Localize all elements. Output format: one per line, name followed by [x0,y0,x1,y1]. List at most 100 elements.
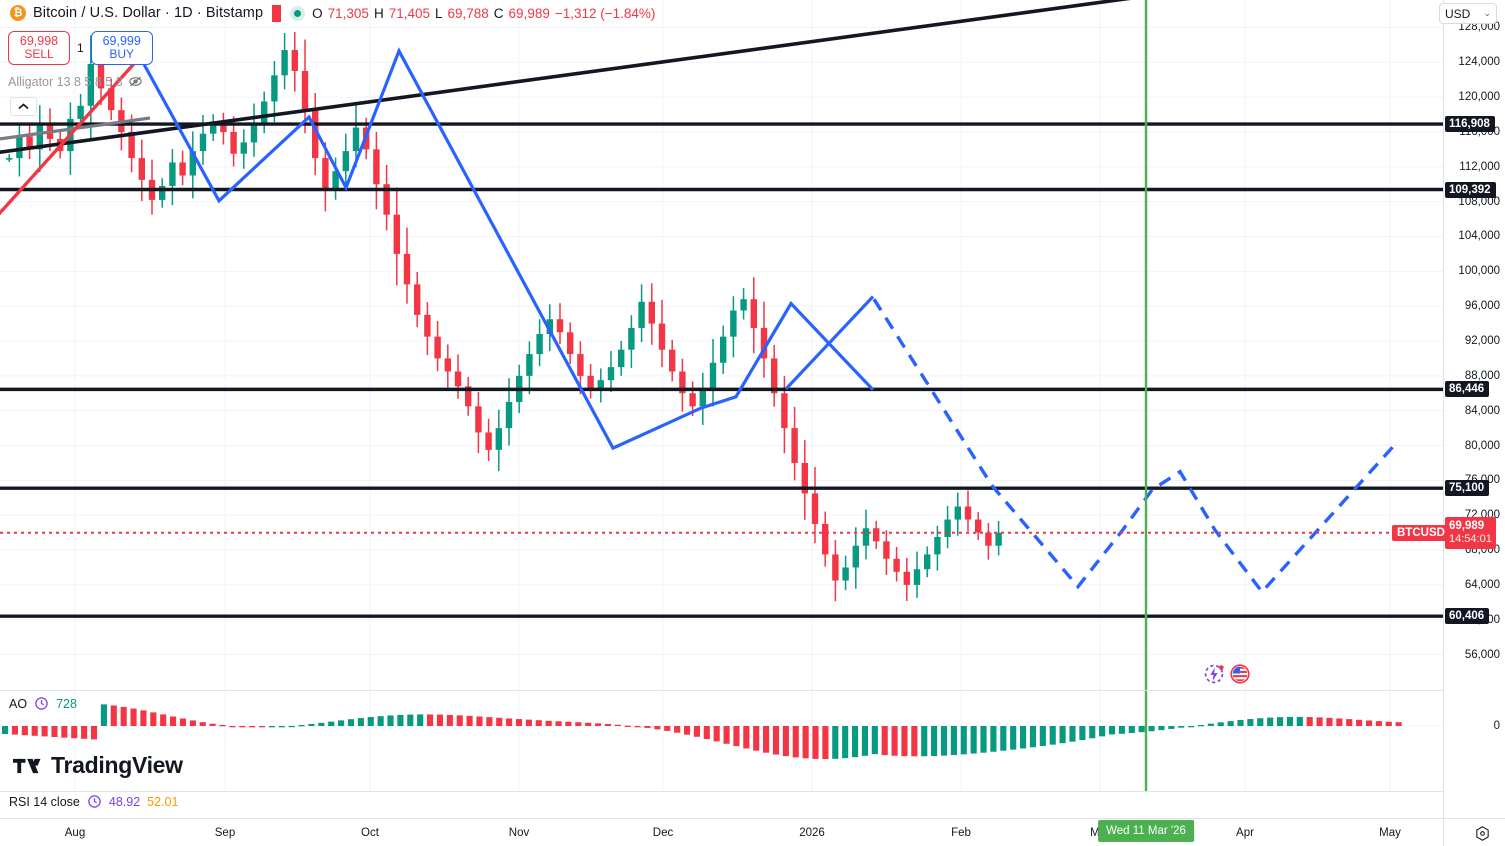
ao-bar [782,726,789,757]
ao-pane[interactable] [0,691,1443,791]
ohlc-change: −1,312 (−1.84%) [554,5,656,21]
collapse-legend-button[interactable] [10,97,37,116]
candle-body [189,151,196,176]
crosshair-date-badge: Wed 11 Mar '26 [1098,820,1194,842]
rsi-pane[interactable] [0,792,1443,818]
forecast-projection-line[interactable] [872,298,1400,595]
sync-icon[interactable] [87,794,102,809]
ao-bar [130,708,137,726]
zigzag-trendline[interactable] [138,47,875,451]
candle-body [893,558,900,572]
candle-style-icon[interactable] [272,4,282,22]
ohlc-l-key: L [434,5,443,21]
ao-bar [239,726,246,728]
ao-bar [644,726,651,728]
ao-bar [1346,719,1353,726]
order-quantity[interactable]: 1 [77,41,84,55]
price-axis-tick: 88,000 [1464,369,1500,382]
candle-body [383,184,390,215]
rsi-legend[interactable]: RSI 14 close 48.92 52.01 [9,794,178,809]
candle-body [975,519,982,533]
price-axis-tick: 124,000 [1458,56,1500,69]
ao-bar [436,714,444,726]
zigzag-trendline[interactable] [784,295,875,391]
time-axis[interactable]: AugSepOctNovDec2026FebMarAprMayWed 11 Ma… [0,818,1505,846]
ao-bar [476,716,483,726]
ao-bar [387,715,394,726]
ao-bar [1217,722,1224,726]
reaction-icons[interactable] [1203,663,1251,685]
candle-body [720,336,727,363]
price-level-badge[interactable]: 109,392 [1445,181,1496,198]
buy-button[interactable]: 69,999 BUY [90,31,153,65]
candle-body [301,70,309,111]
price-level-badge[interactable]: 86,446 [1445,381,1490,398]
candle-body [414,284,421,315]
target-icon[interactable] [1474,825,1491,842]
price-axis-tick: 56,000 [1464,648,1500,661]
symbol-price-tag: BTCUSD [1392,524,1450,541]
candle-body [128,131,135,159]
candle-body [903,571,910,585]
sell-button[interactable]: 69,998 SELL [8,31,70,65]
sync-icon[interactable] [34,696,49,711]
ao-bar [1069,726,1076,742]
ao-bar [249,726,256,728]
currency-select[interactable]: USD ⌄ [1439,3,1497,24]
currency-label: USD [1445,6,1471,21]
ao-bar [723,726,730,744]
ao-bar [585,722,592,726]
ao-bar [110,705,117,726]
ao-bar [674,726,681,733]
time-axis-tick: Feb [951,827,971,839]
ao-bar [812,726,819,759]
ao-bar [446,714,453,726]
ao-bar [219,724,226,727]
resistance-trendline[interactable] [0,0,1140,154]
eye-off-icon[interactable] [128,74,143,89]
ao-legend[interactable]: AO 728 [9,696,77,711]
price-chart-canvas[interactable] [0,0,1443,690]
ao-bar [1207,723,1214,726]
candle-body [658,323,666,350]
us-flag-icon[interactable] [1229,663,1251,685]
ao-bar [565,721,572,726]
candle-body [944,519,951,537]
ao-bar [921,726,928,757]
candle-body [434,336,441,359]
ao-bar [575,722,582,726]
pane-divider-2 [0,791,1443,792]
candle-body [832,554,839,581]
rsi-ma-value: 52.01 [147,794,179,809]
price-axis[interactable]: 128,000124,000120,000116,000112,000108,0… [1443,0,1505,818]
axis-separator [1443,819,1444,846]
price-level-badge[interactable]: 116,908 [1445,116,1495,133]
ao-bar [595,723,602,726]
ao-bar [268,726,275,728]
current-price-badge[interactable]: 69,989 14:54:01 [1445,516,1496,549]
candle-body [138,158,145,180]
candle-body [281,50,288,76]
price-level-badge[interactable]: 75,100 [1445,480,1490,497]
ao-bar [634,726,641,728]
candle-body [740,299,747,311]
candle-body [709,362,717,389]
ao-chart-canvas[interactable] [0,691,1443,791]
ao-bar [1148,726,1155,732]
symbol-title[interactable]: Bitcoin / U.S. Dollar · 1D · Bitstamp [33,5,264,21]
price-axis-tick: 108,000 [1458,195,1500,208]
ohlc-h-value: 71,405 [388,5,430,21]
alligator-indicator-legend[interactable]: Alligator 13 8 5 8 5 3 [8,74,143,89]
alligator-label: Alligator 13 8 5 8 5 3 [8,74,123,89]
price-level-badge[interactable]: 60,406 [1445,608,1490,625]
candle-body [495,428,502,450]
candle-body [954,506,961,520]
ai-spark-icon[interactable] [1203,663,1225,685]
ao-bar [753,726,760,751]
candle-body [781,393,788,429]
sell-price: 69,998 [19,33,59,48]
price-pane[interactable] [0,0,1443,690]
ao-bar [1237,720,1244,726]
candle-body [6,158,13,160]
uptrend-support-line[interactable] [0,55,142,217]
